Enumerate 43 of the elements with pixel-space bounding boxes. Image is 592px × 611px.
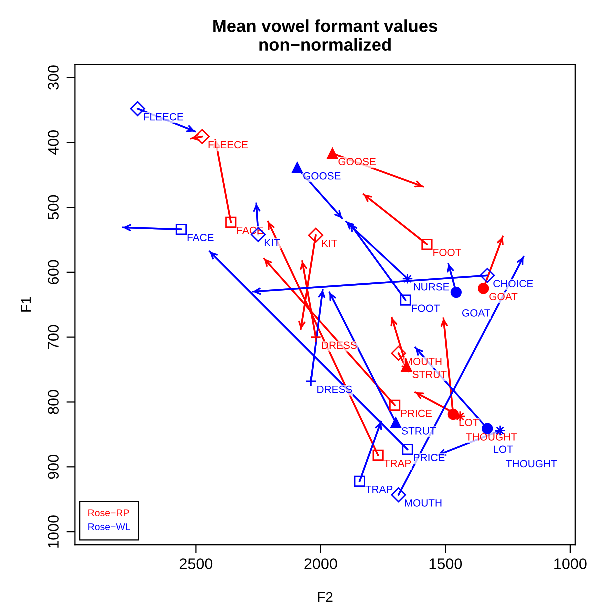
- x-axis-title: F2: [318, 592, 333, 602]
- annotation: TRAP: [366, 486, 393, 494]
- y-tick-label: 800: [48, 390, 59, 414]
- x-tick-label: 2500: [180, 558, 213, 570]
- y-tick-label: 300: [48, 66, 59, 90]
- x-tick-label: 2000: [304, 558, 338, 570]
- annotation: LOT: [460, 419, 479, 426]
- annotation: PRICE: [414, 454, 445, 462]
- annotation: THOUGHT: [506, 460, 558, 468]
- annotation: DRESS: [318, 386, 352, 394]
- y-tick-label: 900: [48, 454, 59, 480]
- x-tick-label: 1500: [430, 558, 462, 570]
- text: Rose−WL: [88, 524, 130, 530]
- annotation: GOOSE: [338, 158, 376, 166]
- annotation: TRAP: [384, 460, 412, 468]
- annotation: PRICE: [401, 410, 432, 418]
- annotation: FLEECE: [144, 113, 184, 121]
- annotation: DRESS: [322, 342, 357, 350]
- annotation: FOOT: [412, 304, 440, 312]
- annotation: FACE: [188, 234, 214, 242]
- annotation: STRUT: [412, 370, 447, 378]
- chart-title: Mean vowel formant values non−normalized: [214, 20, 438, 52]
- y-tick-label: 1000: [48, 516, 59, 548]
- annotation: FOOT: [434, 248, 462, 256]
- x-tick-label: 1000: [554, 558, 587, 570]
- y-tick-label: 500: [48, 195, 59, 220]
- y-tick-label: 700: [48, 325, 59, 350]
- text: Rose−RP: [88, 510, 130, 517]
- y-axis-title: F1: [21, 297, 31, 312]
- annotation: GOOSE: [304, 172, 341, 180]
- annotation: THOUGHT: [466, 433, 518, 441]
- annotation: MOUTH: [405, 499, 442, 507]
- y-tick-label: 400: [48, 130, 59, 156]
- annotation: CHOICE: [494, 280, 534, 288]
- annotation: FLEECE: [208, 141, 248, 149]
- annotation: GOAT: [490, 293, 518, 300]
- annotation: KIT: [322, 240, 338, 248]
- annotation: STRUT: [402, 427, 436, 435]
- y-tick-label: 600: [48, 260, 59, 284]
- annotation: GOAT: [462, 310, 490, 317]
- annotation: KIT: [264, 239, 280, 247]
- annotation: LOT: [494, 446, 514, 454]
- annotation: NURSE: [414, 283, 450, 291]
